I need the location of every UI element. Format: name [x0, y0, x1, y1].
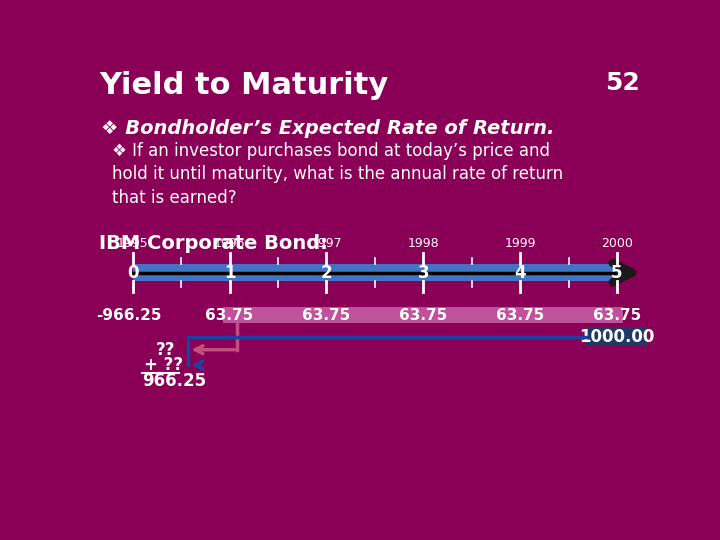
FancyBboxPatch shape	[585, 327, 649, 346]
Text: 52: 52	[606, 71, 640, 95]
FancyBboxPatch shape	[132, 264, 617, 281]
Text: Yield to Maturity: Yield to Maturity	[99, 71, 389, 100]
Text: 1998: 1998	[408, 238, 439, 251]
Text: 4: 4	[514, 264, 526, 282]
Text: 2: 2	[320, 264, 332, 282]
FancyBboxPatch shape	[223, 307, 624, 323]
Text: 1999: 1999	[505, 238, 536, 251]
Text: 63.75: 63.75	[399, 308, 447, 322]
Text: 63.75: 63.75	[302, 308, 351, 322]
Text: 3: 3	[418, 264, 429, 282]
Text: 5: 5	[611, 264, 623, 282]
Text: 1995: 1995	[117, 238, 148, 251]
Text: 63.75: 63.75	[593, 308, 641, 322]
Text: 2000: 2000	[601, 238, 633, 251]
Text: ❖ Bondholder’s Expected Rate of Return.: ❖ Bondholder’s Expected Rate of Return.	[101, 119, 554, 138]
Text: 0: 0	[127, 264, 138, 282]
Text: ??: ??	[156, 341, 176, 359]
Text: ❖ If an investor purchases bond at today’s price and
hold it until maturity, wha: ❖ If an investor purchases bond at today…	[112, 142, 563, 207]
Text: 1000.00: 1000.00	[580, 328, 654, 346]
Text: 63.75: 63.75	[205, 308, 253, 322]
Text: -966.25: -966.25	[96, 308, 161, 322]
Text: IBM Corporate Bond:: IBM Corporate Bond:	[99, 234, 328, 253]
Text: + ??: + ??	[144, 356, 184, 374]
Text: 1996: 1996	[214, 238, 246, 251]
Text: 1997: 1997	[310, 238, 342, 251]
Text: 1: 1	[224, 264, 235, 282]
Text: 966.25: 966.25	[142, 372, 206, 389]
Text: 63.75: 63.75	[496, 308, 544, 322]
